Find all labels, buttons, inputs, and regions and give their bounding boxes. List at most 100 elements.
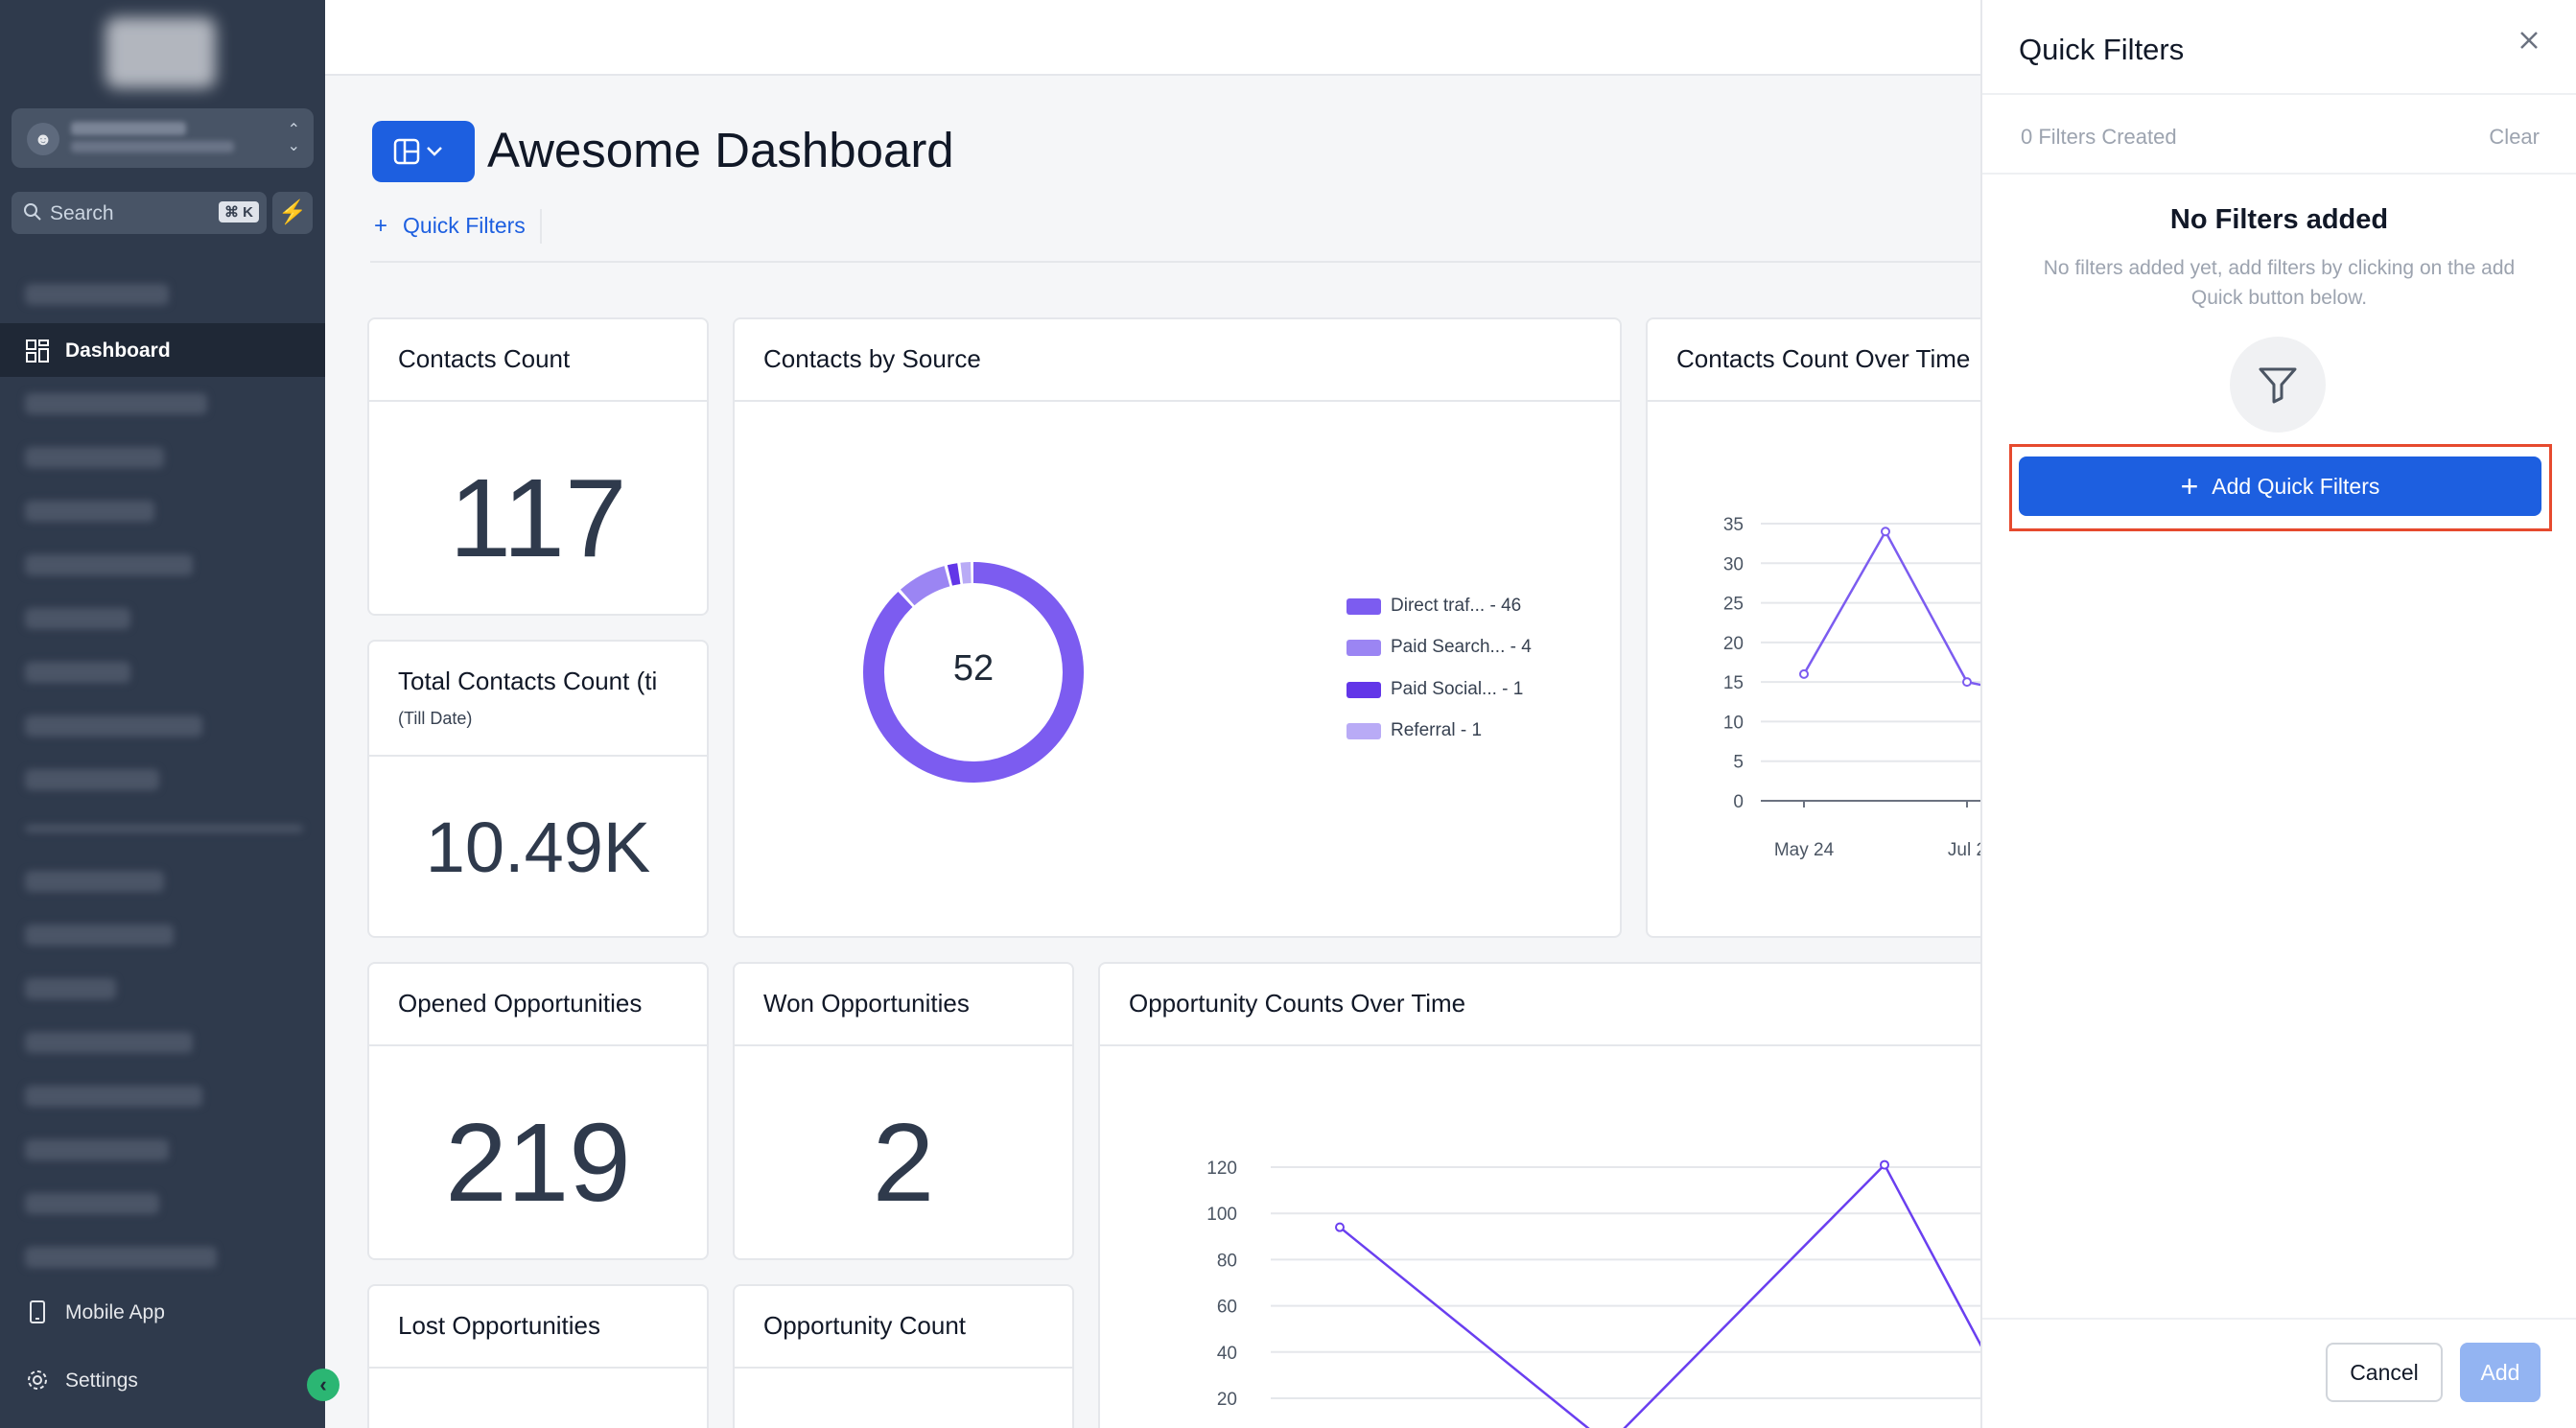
company-logo — [105, 17, 216, 88]
account-name-blurred — [71, 122, 186, 135]
sidebar-item-blurred[interactable] — [25, 1086, 202, 1107]
sidebar-item-blurred[interactable] — [25, 769, 159, 790]
cancel-button[interactable]: Cancel — [2326, 1343, 2443, 1402]
sidebar-item-blurred[interactable] — [25, 1193, 159, 1214]
contacts-by-source-donut — [863, 562, 1084, 783]
mobile-phone-icon — [30, 1300, 45, 1323]
y-tick-label: 20 — [1217, 1390, 1237, 1410]
card-title: Total Contacts Count (ti — [398, 667, 658, 695]
lost-opportunities-card: Lost Opportunities — [367, 1284, 709, 1428]
sidebar-item-blurred[interactable] — [25, 925, 174, 946]
y-tick-label: 40 — [1217, 1344, 1237, 1364]
plus-icon: + — [374, 213, 388, 239]
sidebar-item-blurred[interactable] — [25, 554, 193, 575]
total-contacts-value: 10.49K — [425, 808, 651, 887]
opened-opportunities-card: Opened Opportunities 219 — [367, 962, 709, 1260]
search-input[interactable]: Search ⌘ K — [12, 192, 267, 234]
add-quick-filters-label: Add Quick Filters — [2212, 474, 2380, 499]
legend-swatch — [1347, 682, 1381, 698]
sidebar-item-blurred[interactable] — [25, 501, 154, 522]
quick-filters-label: Quick Filters — [403, 213, 526, 238]
sidebar-item-blurred[interactable] — [25, 978, 116, 999]
sidebar-item-blurred[interactable] — [25, 447, 164, 468]
sidebar: ☻ ⌃ ⌄ Search ⌘ K ⚡ Dashboard Mobile App S… — [0, 0, 325, 1428]
won-opportunities-value: 2 — [872, 1100, 935, 1225]
y-tick-label: 100 — [1206, 1205, 1237, 1225]
y-tick-label: 35 — [1723, 515, 1744, 535]
card-header: Lost Opportunities — [369, 1286, 707, 1369]
sidebar-item-label: Dashboard — [65, 339, 171, 362]
opportunity-counts-over-time-card: Opportunity Counts Over Time — [1098, 962, 2029, 1428]
sidebar-item-blurred[interactable] — [25, 1139, 169, 1160]
sidebar-item-blurred[interactable] — [25, 715, 202, 737]
series-line — [1339, 1162, 1980, 1428]
dashboard-switcher-button[interactable] — [372, 121, 475, 182]
data-point — [1962, 677, 1972, 688]
opportunity-count-card: Opportunity Count — [733, 1284, 1074, 1428]
card-title: Opportunity Count — [763, 1311, 967, 1340]
collapse-sidebar-icon[interactable]: ‹ — [307, 1369, 340, 1401]
y-tick-label: 0 — [1733, 792, 1744, 812]
data-point — [1881, 527, 1890, 537]
y-tick-label: 5 — [1733, 753, 1744, 773]
divider — [1982, 173, 2576, 175]
add-quick-filters-button[interactable]: + Add Quick Filters — [2019, 456, 2541, 516]
layout-chevron-icon — [393, 138, 442, 165]
card-title: Opened Opportunities — [398, 989, 643, 1018]
data-point — [1880, 1159, 1889, 1170]
sidebar-item-blurred[interactable] — [25, 1032, 193, 1053]
user-icon: ☻ — [27, 123, 59, 155]
legend-swatch — [1347, 640, 1381, 656]
sidebar-item-blurred[interactable] — [25, 608, 130, 629]
sidebar-item-blurred[interactable] — [25, 1247, 217, 1268]
total-contacts-card: Total Contacts Count (ti (Till Date) 10.… — [367, 640, 709, 938]
divider — [370, 261, 1981, 263]
won-opportunities-card: Won Opportunities 2 — [733, 962, 1074, 1260]
dashboard-icon — [26, 339, 49, 363]
card-title: Contacts by Source — [763, 344, 981, 373]
account-switcher[interactable]: ☻ ⌃ ⌄ — [12, 108, 314, 168]
contacts-count-card: Contacts Count 117 — [367, 317, 709, 616]
search-icon — [24, 203, 41, 221]
bolt-icon[interactable]: ⚡ — [272, 192, 313, 234]
y-tick-label: 15 — [1723, 673, 1744, 693]
sidebar-item-blurred[interactable] — [25, 393, 207, 414]
card-header: Opportunity Count — [735, 1286, 1072, 1369]
contacts-over-time-card: Contacts Count Over Time — [1646, 317, 2029, 938]
legend-label: Direct traf... - 46 — [1391, 596, 1522, 616]
divider — [540, 209, 542, 244]
card-header: Contacts by Source — [735, 319, 1620, 402]
account-address-blurred — [71, 141, 234, 152]
sidebar-item-mobile-app[interactable]: Mobile App — [0, 1288, 325, 1336]
y-tick-label: 60 — [1217, 1298, 1237, 1318]
y-tick-label: 10 — [1723, 713, 1744, 733]
sidebar-item-label: Settings — [65, 1369, 138, 1392]
opened-opportunities-value: 219 — [445, 1100, 631, 1225]
x-tick-label: Jul 2 — [1948, 840, 1981, 860]
sidebar-item-blurred[interactable] — [25, 662, 130, 683]
sidebar-item-blurred[interactable] — [25, 284, 169, 305]
empty-state-title: No Filters added — [2169, 204, 2389, 235]
card-header: Opportunity Counts Over Time — [1100, 964, 2027, 1046]
close-icon[interactable] — [2512, 23, 2546, 58]
sidebar-item-blurred[interactable] — [25, 871, 164, 892]
card-title: Contacts Count Over Time — [1676, 344, 1971, 373]
sidebar-item-dashboard[interactable]: Dashboard — [0, 323, 325, 377]
card-header: Total Contacts Count (ti (Till Date) — [369, 642, 707, 757]
sidebar-item-settings[interactable]: Settings — [0, 1356, 325, 1404]
legend-label: Referral - 1 — [1391, 720, 1483, 740]
search-shortcut: ⌘ K — [219, 201, 259, 222]
x-tick-label: May 24 — [1774, 840, 1835, 860]
legend-swatch — [1347, 598, 1381, 615]
data-point — [1335, 1222, 1345, 1232]
quick-filters-panel: Quick Filters 0 Filters Created Clear No… — [1980, 0, 2576, 1428]
clear-button[interactable]: Clear — [2489, 125, 2540, 149]
series-line — [1802, 528, 1981, 687]
donut-center-value: 52 — [952, 648, 995, 689]
data-point — [1799, 668, 1809, 679]
legend-label: Paid Social... - 1 — [1391, 679, 1524, 699]
add-button[interactable]: Add — [2460, 1343, 2541, 1402]
quick-filters-link[interactable]: + Quick Filters — [374, 213, 526, 240]
divider — [1982, 1318, 2576, 1320]
card-title: Contacts Count — [398, 344, 571, 373]
